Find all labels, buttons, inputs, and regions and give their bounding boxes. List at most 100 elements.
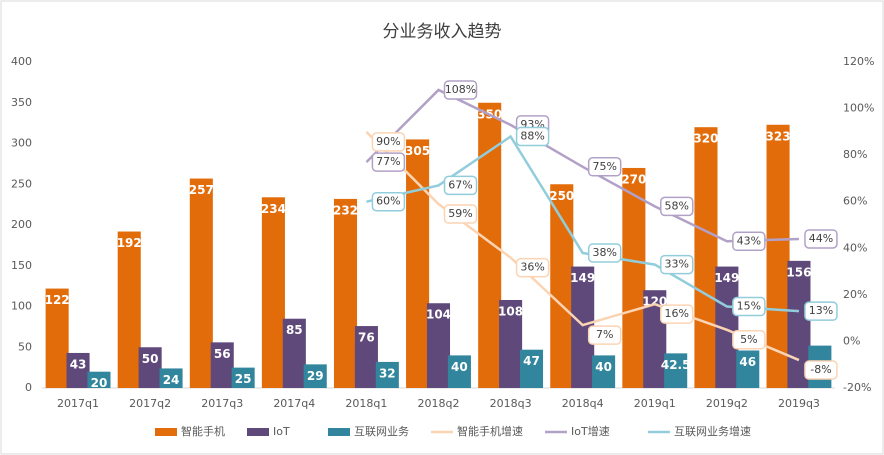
bar-label: 122 — [45, 293, 70, 307]
bar-label: 47 — [523, 354, 540, 368]
line-label: 108% — [445, 83, 476, 96]
bar — [375, 361, 399, 388]
line-label: 36% — [520, 261, 544, 274]
line-label: 15% — [737, 300, 761, 313]
line-label-box — [443, 204, 478, 224]
y2-tick-label: 100% — [843, 102, 874, 115]
bar-label: 56 — [214, 347, 231, 361]
bar — [694, 127, 718, 388]
bar-label: 104 — [426, 308, 451, 322]
line-label-box — [660, 304, 694, 324]
line-label-box — [587, 157, 622, 177]
bar-label: 20 — [91, 376, 108, 390]
bar-label: 234 — [261, 202, 286, 216]
bar — [261, 197, 285, 388]
bar — [45, 288, 69, 388]
bar-label: 149 — [570, 271, 595, 285]
bar — [66, 352, 90, 388]
legend-swatch — [155, 428, 177, 436]
bar — [766, 124, 790, 388]
bar — [592, 355, 616, 388]
bar-label: 108 — [498, 304, 523, 318]
bar — [189, 178, 213, 388]
line-label-box — [587, 325, 622, 345]
y2-tick-label: 80% — [843, 148, 867, 161]
bar-label: 25 — [235, 372, 252, 386]
y-tick-label: 400 — [11, 55, 32, 68]
bar-label: 85 — [286, 323, 303, 337]
bar-label: 76 — [358, 331, 375, 345]
line-label-box — [443, 175, 478, 196]
line-label: 59% — [448, 207, 472, 220]
bar — [447, 355, 471, 388]
line-label-box — [515, 257, 550, 278]
bar-label: 46 — [739, 355, 756, 369]
x-tick-label: 2018q3 — [490, 397, 532, 410]
line-label-box — [660, 196, 694, 217]
x-tick-label: 2017q2 — [129, 397, 171, 410]
y2-tick-label: 120% — [843, 55, 874, 68]
line-label-box — [371, 152, 406, 172]
bar-label: 149 — [714, 271, 739, 285]
bar-label: 320 — [693, 132, 718, 146]
x-tick-label: 2017q4 — [273, 397, 315, 410]
bar — [499, 299, 523, 388]
bar-label: 250 — [549, 189, 574, 203]
line-label: 75% — [592, 160, 616, 173]
bar — [303, 364, 327, 388]
y-tick-label: 300 — [11, 137, 32, 150]
legend-label: 智能手机 — [181, 424, 225, 438]
y-tick-label: 0 — [25, 381, 32, 394]
bar-label: 40 — [451, 360, 468, 374]
bar — [87, 371, 111, 388]
bar — [333, 198, 358, 388]
legend-swatch — [328, 428, 350, 436]
bar-label: 323 — [766, 129, 791, 143]
x-tick-label: 2017q3 — [201, 397, 243, 410]
bar-label: 40 — [595, 360, 612, 374]
bar — [787, 260, 811, 388]
legend-label: 互联网业务 — [354, 425, 409, 438]
line-label: 38% — [592, 246, 616, 259]
bar-label: 24 — [163, 373, 180, 387]
x-tick-label: 2018q1 — [345, 397, 387, 410]
bar — [519, 349, 544, 388]
x-tick-label: 2017q1 — [57, 397, 99, 410]
bar-label: 32 — [379, 366, 396, 380]
line-label-box — [732, 296, 766, 317]
line-label: 58% — [665, 199, 689, 212]
line-label-box — [587, 243, 622, 263]
line-label-box — [660, 254, 694, 275]
line-label: 7% — [596, 328, 613, 341]
line-label: 16% — [665, 307, 689, 320]
x-tick-label: 2018q4 — [562, 397, 604, 410]
bar — [159, 368, 183, 388]
y-tick-label: 100 — [11, 300, 32, 313]
legend-label: IoT — [273, 425, 290, 438]
line-label: 77% — [376, 155, 400, 168]
y-tick-label: 250 — [11, 177, 32, 190]
bar-label: 42.5 — [661, 358, 691, 372]
line-label-box — [804, 360, 838, 380]
bar — [210, 342, 234, 388]
bar — [715, 266, 739, 388]
bar-label: 192 — [117, 236, 142, 250]
line — [365, 130, 800, 362]
bar — [426, 303, 451, 388]
y-tick-label: 200 — [11, 218, 32, 231]
bar-label: 232 — [333, 203, 358, 217]
bar — [117, 231, 141, 388]
bar — [231, 367, 255, 388]
line-label-box — [371, 132, 406, 152]
legend-label: 互联网业务增速 — [674, 424, 751, 438]
bar — [664, 353, 688, 388]
y-tick-label: 150 — [11, 259, 32, 272]
line — [365, 88, 799, 243]
line-label: 43% — [737, 234, 761, 247]
bar — [622, 167, 646, 388]
bar — [571, 266, 595, 388]
x-tick-label: 2019q2 — [706, 397, 748, 410]
bar — [282, 318, 306, 388]
bar — [478, 102, 502, 388]
